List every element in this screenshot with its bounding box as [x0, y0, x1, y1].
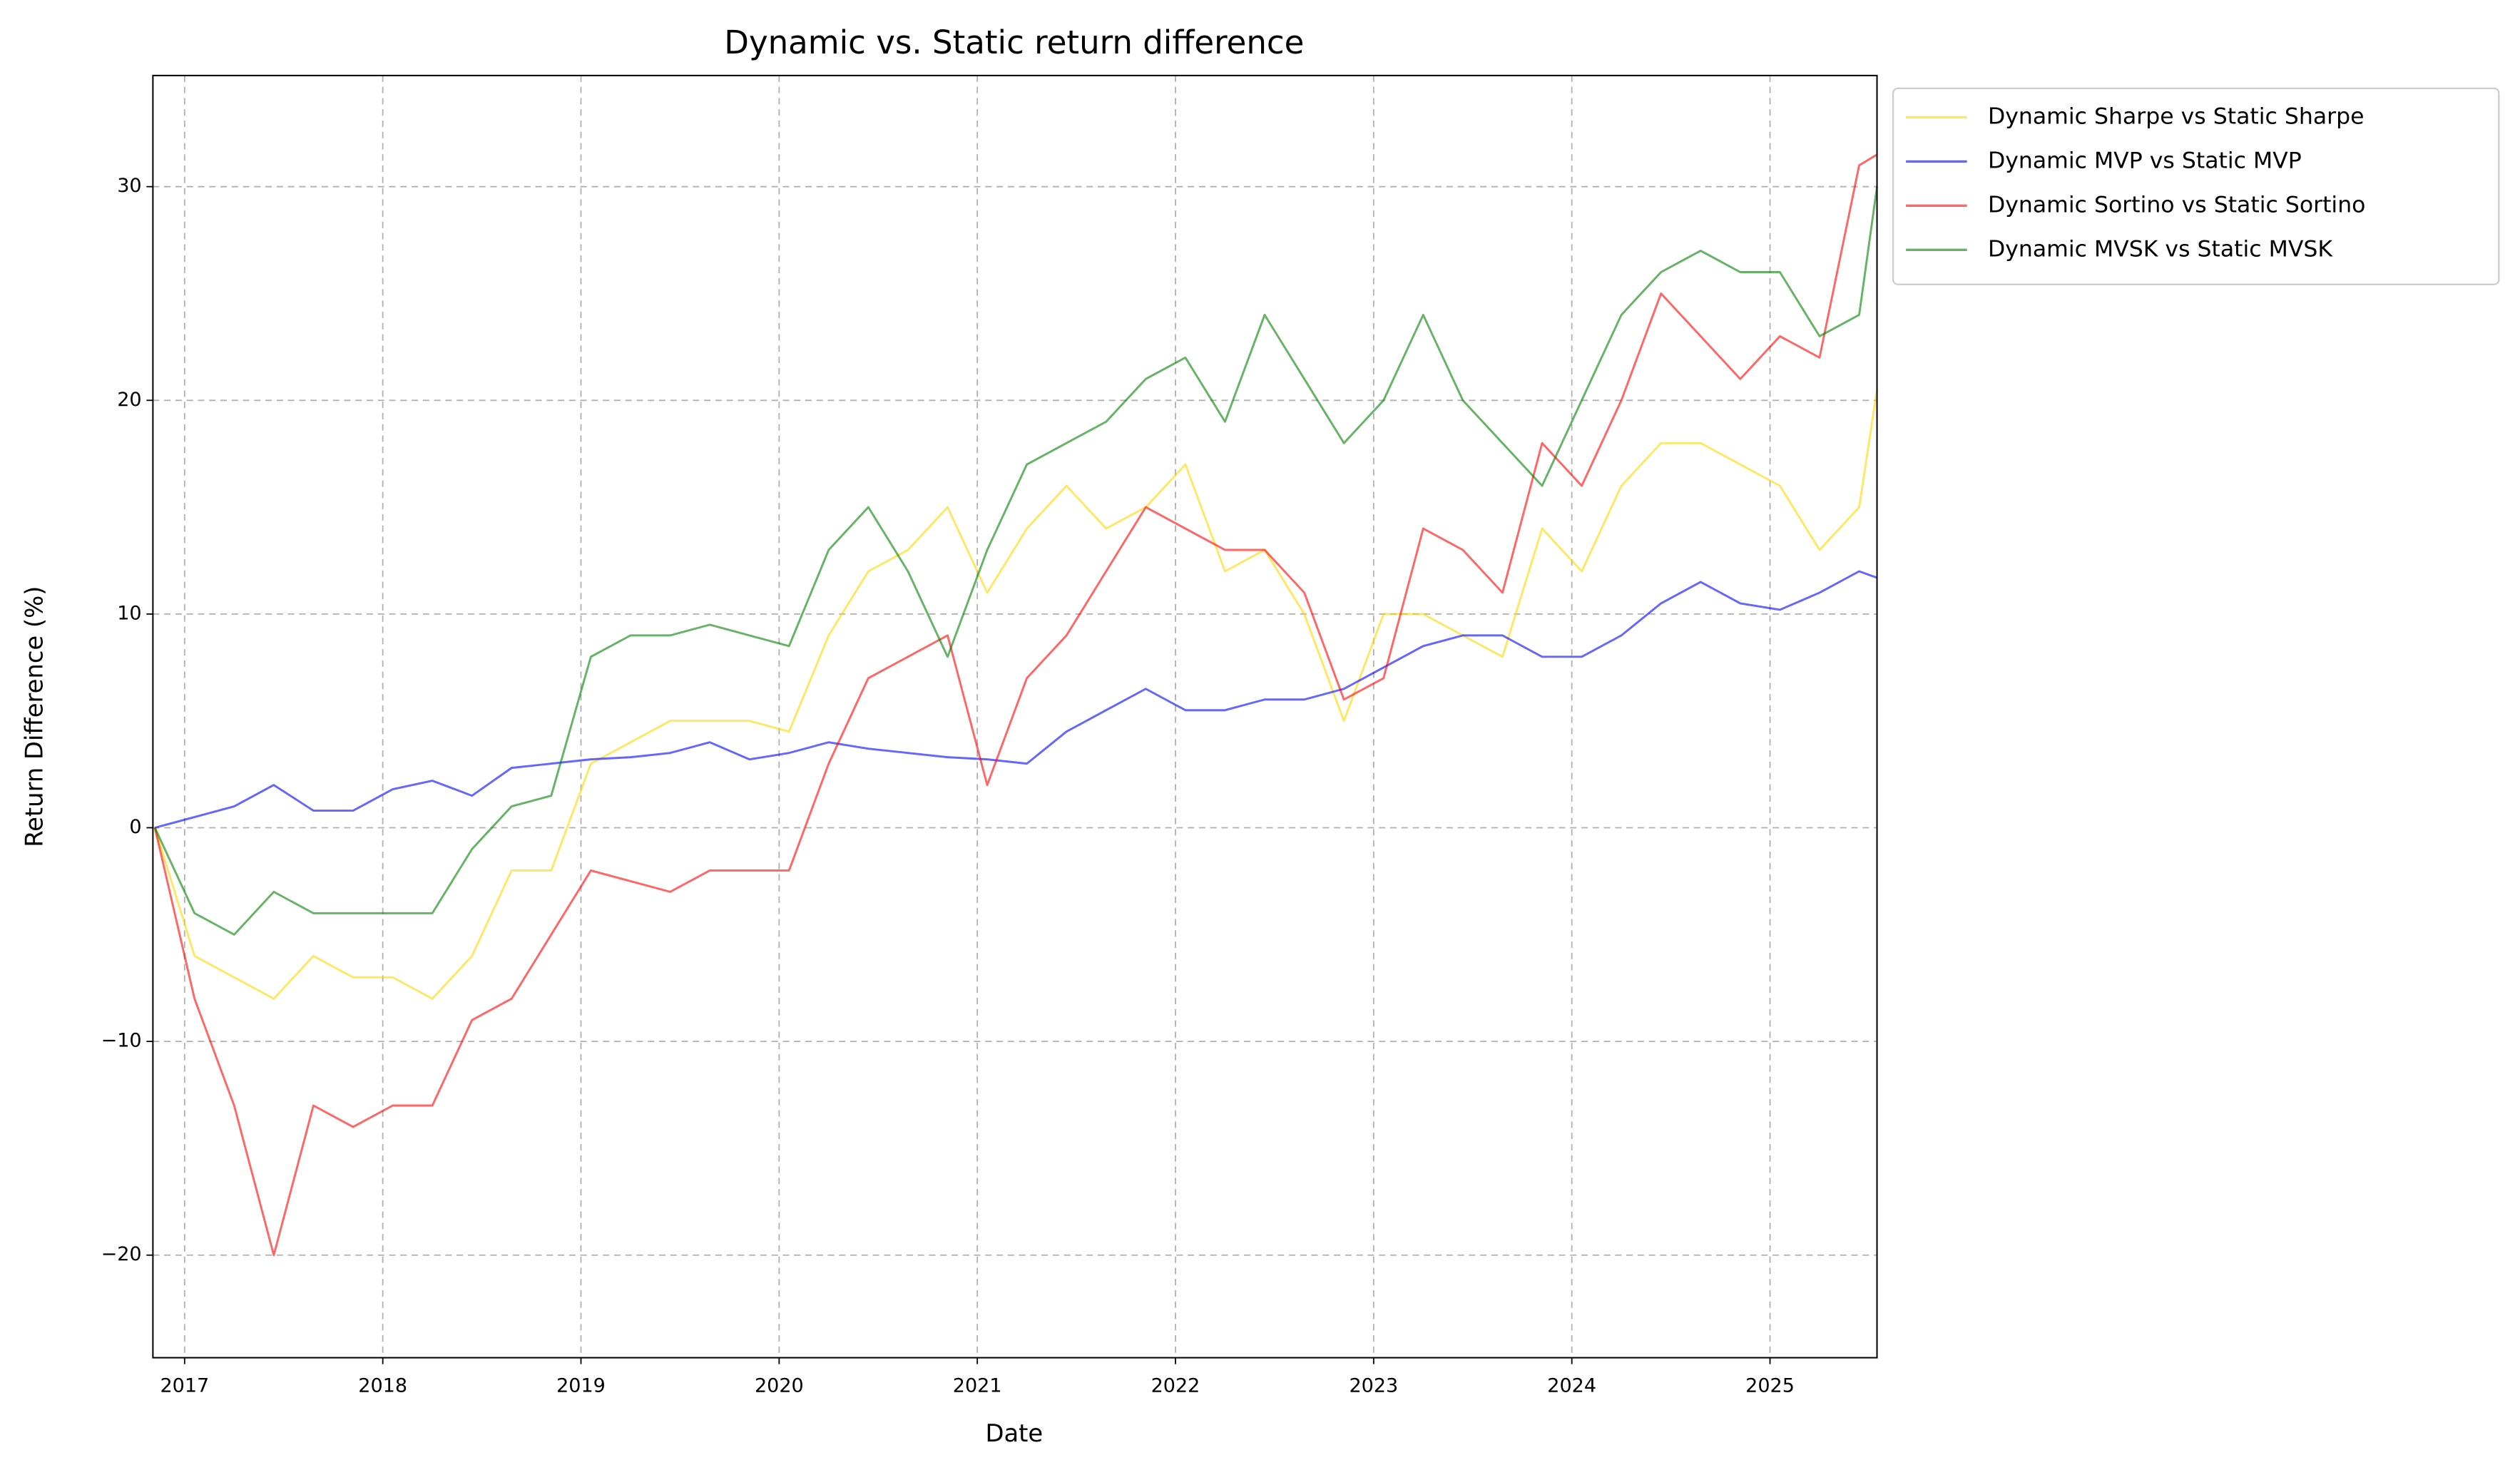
x-tick-label: 2023	[1349, 1375, 1398, 1397]
legend-box	[1892, 87, 2500, 285]
legend-label: Dynamic Sortino vs Static Sortino	[1988, 192, 2365, 218]
y-tick-label: 0	[129, 816, 141, 838]
y-tick-label: −10	[101, 1030, 142, 1052]
x-tick-label: 2017	[160, 1375, 209, 1397]
legend: Dynamic Sharpe vs Static Sharpe Dynamic M…	[1892, 87, 2500, 285]
series-line	[154, 570, 1878, 829]
y-tick-label: 20	[117, 389, 141, 411]
legend-label: Dynamic MVSK vs Static MVSK	[1988, 236, 2333, 262]
x-tick-label: 2025	[1745, 1375, 1795, 1397]
legend-label: Dynamic Sharpe vs Static Sharpe	[1988, 103, 2365, 129]
x-tick-label: 2018	[358, 1375, 407, 1397]
y-tick-label: −20	[101, 1243, 142, 1265]
x-tick-label: 2024	[1547, 1375, 1596, 1397]
x-tick-label: 2021	[953, 1375, 1002, 1397]
series-line	[153, 153, 1878, 1257]
x-tick-label: 2022	[1151, 1375, 1200, 1397]
x-tick-label: 2020	[755, 1375, 804, 1397]
chart-title: Dynamic vs. Static return difference	[724, 24, 1304, 61]
x-axis-label: Date	[985, 1419, 1043, 1447]
plot-frame	[152, 74, 1878, 1359]
x-tick-label: 2019	[556, 1375, 606, 1397]
series-line	[153, 186, 1878, 936]
y-tick-label: 10	[117, 602, 141, 624]
legend-label: Dynamic MVP vs Static MVP	[1988, 148, 2302, 173]
y-tick-label: 30	[117, 175, 141, 197]
y-axis-label: Return Difference (%)	[20, 586, 48, 847]
series-line	[153, 389, 1878, 1000]
